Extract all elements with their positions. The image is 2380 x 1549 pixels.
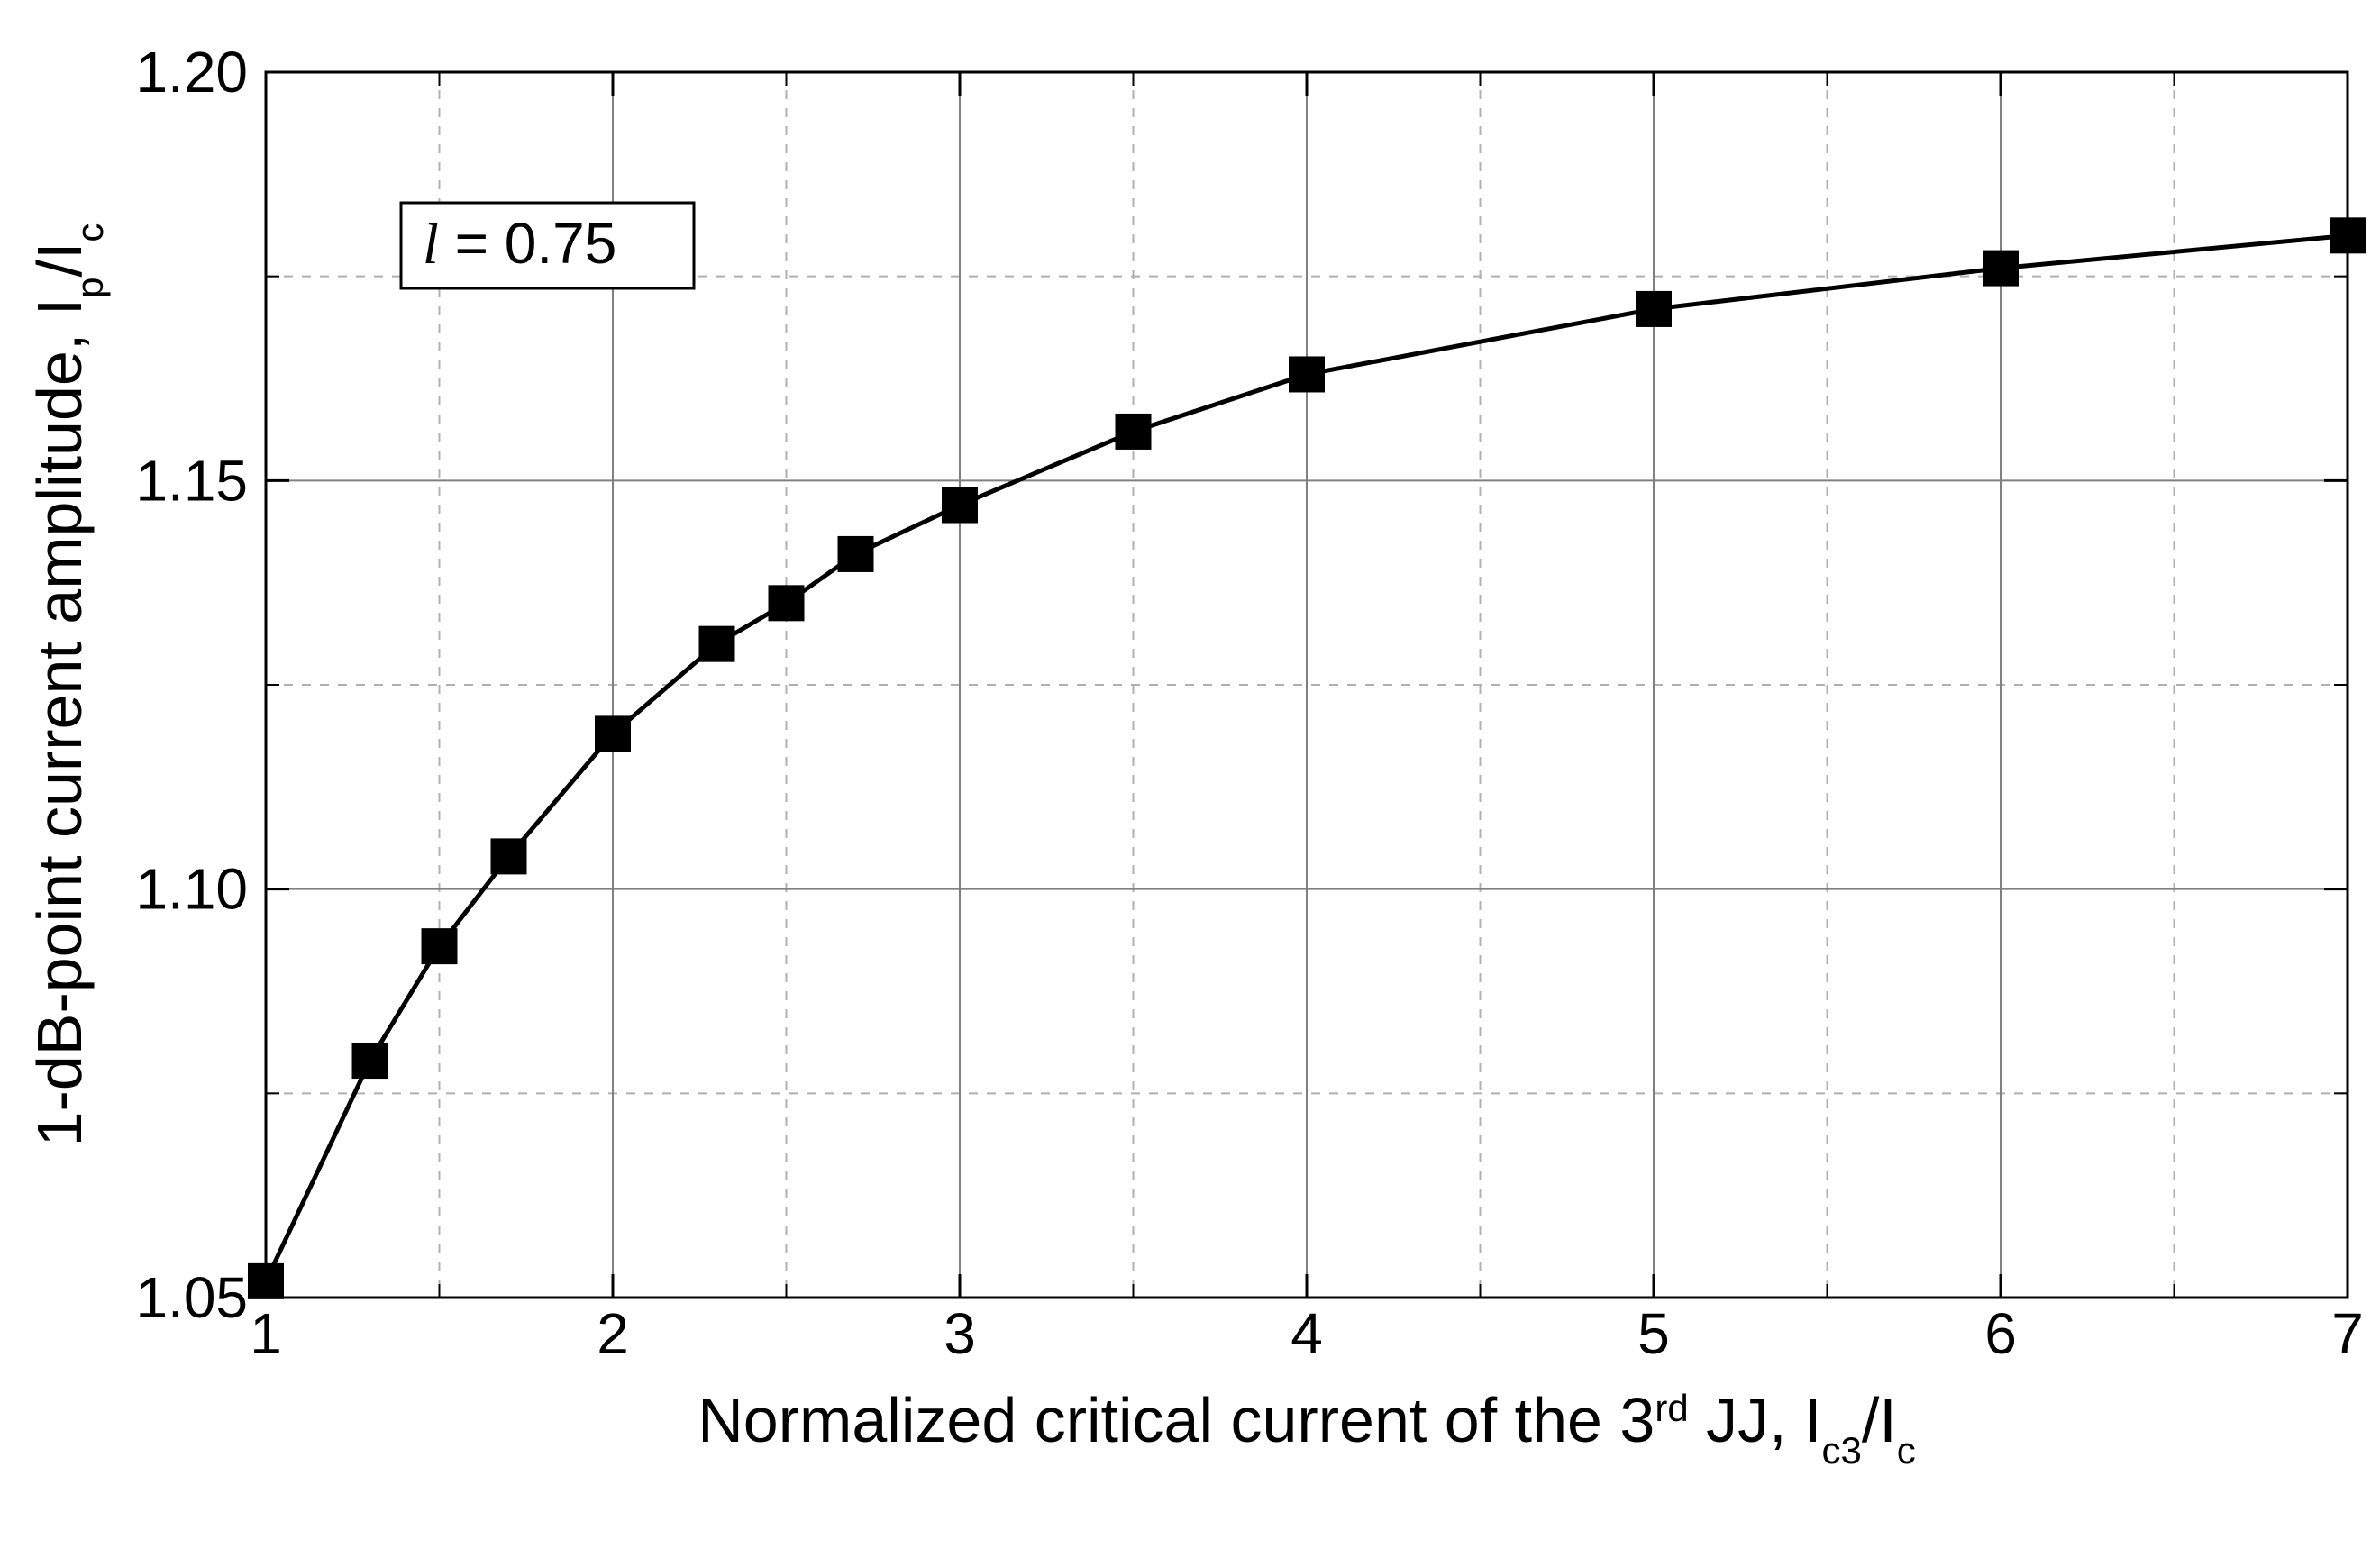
y-tick-label: 1.20 <box>135 40 248 105</box>
annotation-text: l = 0.75 <box>423 211 616 276</box>
x-tick-label: 7 <box>2331 1301 2364 1366</box>
x-tick-label: 3 <box>944 1301 976 1366</box>
chart-container: 1 2 3 4 5 6 7 1.05 1.10 1.15 1.20 l = 0.75 Normalize… <box>18 18 2380 1526</box>
data-marker <box>942 487 978 524</box>
data-marker <box>352 1043 388 1079</box>
x-tick-label: 1 <box>250 1301 282 1366</box>
data-marker <box>699 626 735 662</box>
data-marker <box>248 1263 284 1299</box>
y-tick-label: 1.05 <box>135 1265 248 1330</box>
data-marker <box>1983 251 2019 287</box>
data-marker <box>1636 291 1672 327</box>
x-axis-label: Normalized critical current of the 3rd J… <box>698 1385 1916 1472</box>
data-marker <box>769 585 805 621</box>
x-tick-label: 5 <box>1637 1301 1670 1366</box>
x-tick-label: 2 <box>597 1301 629 1366</box>
data-marker <box>838 536 874 572</box>
data-marker <box>2330 217 2366 253</box>
x-tick-label: 4 <box>1290 1301 1323 1366</box>
data-marker <box>595 715 631 752</box>
y-tick-label: 1.15 <box>135 448 248 513</box>
data-marker <box>422 928 458 964</box>
data-marker <box>491 838 527 874</box>
line-chart: 1 2 3 4 5 6 7 1.05 1.10 1.15 1.20 l = 0.75 Normalize… <box>18 18 2380 1526</box>
x-tick-label: 6 <box>1984 1301 2017 1366</box>
y-tick-label: 1.10 <box>135 857 248 922</box>
y-axis-label: 1-dB-point current amplitude, Ip/Ic <box>24 223 111 1147</box>
data-marker <box>1116 414 1152 450</box>
data-marker <box>1289 356 1325 392</box>
